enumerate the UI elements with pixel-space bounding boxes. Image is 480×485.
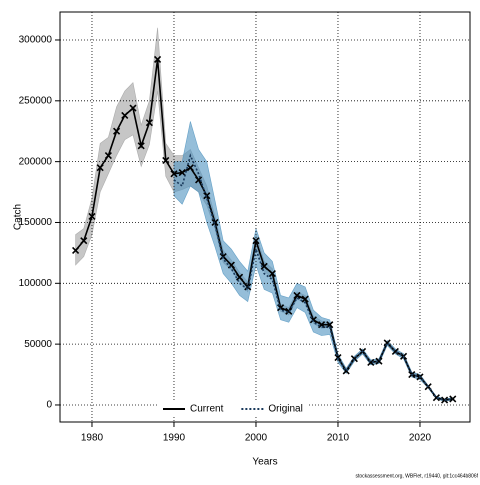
point-marker [178, 169, 186, 177]
point-marker [113, 127, 121, 135]
point-marker [236, 273, 244, 281]
y-axis-label: Catch [13, 204, 24, 230]
confidence-band [173, 121, 454, 402]
point-marker [449, 395, 457, 403]
x-axis-label: Years [252, 457, 277, 468]
point-marker [252, 237, 260, 245]
point-marker [88, 212, 96, 220]
plot-frame [59, 11, 471, 423]
point-marker [80, 237, 88, 245]
y-tick-label: 250000 [19, 95, 53, 106]
point-marker [145, 119, 153, 127]
point-marker [96, 164, 104, 172]
x-tick-label: 2010 [327, 433, 350, 444]
point-marker [137, 142, 145, 150]
series-line [173, 153, 453, 401]
legend-box [158, 402, 308, 416]
point-marker [129, 104, 137, 112]
x-tick-label: 2020 [409, 433, 432, 444]
y-tick-label: 150000 [19, 217, 53, 228]
point-marker [162, 156, 170, 164]
legend-label: Original [268, 404, 302, 415]
point-marker [293, 291, 301, 300]
x-tick-label: 1990 [163, 433, 186, 444]
confidence-band [75, 27, 454, 402]
point-marker [170, 170, 178, 178]
y-tick-label: 100000 [19, 278, 53, 289]
point-marker [260, 262, 268, 270]
y-tick-label: 50000 [24, 339, 52, 350]
point-marker [121, 111, 129, 119]
footer: stockassessment.org, WBFlet, r19440, git… [355, 473, 478, 479]
y-tick-label: 300000 [19, 35, 53, 46]
point-marker [268, 270, 276, 278]
point-marker [375, 357, 383, 365]
point-marker [154, 55, 162, 64]
point-marker [186, 164, 194, 172]
y-tick-label: 0 [46, 400, 52, 411]
point-marker [326, 321, 334, 329]
x-tick-label: 2000 [245, 433, 268, 444]
y-tick-label: 200000 [19, 156, 53, 167]
point-marker [301, 295, 309, 303]
point-marker [334, 353, 342, 362]
point-marker [195, 176, 203, 184]
point-marker [72, 246, 80, 255]
x-tick-label: 1980 [81, 433, 104, 444]
point-marker [104, 151, 112, 160]
legend-label: Current [190, 404, 224, 415]
